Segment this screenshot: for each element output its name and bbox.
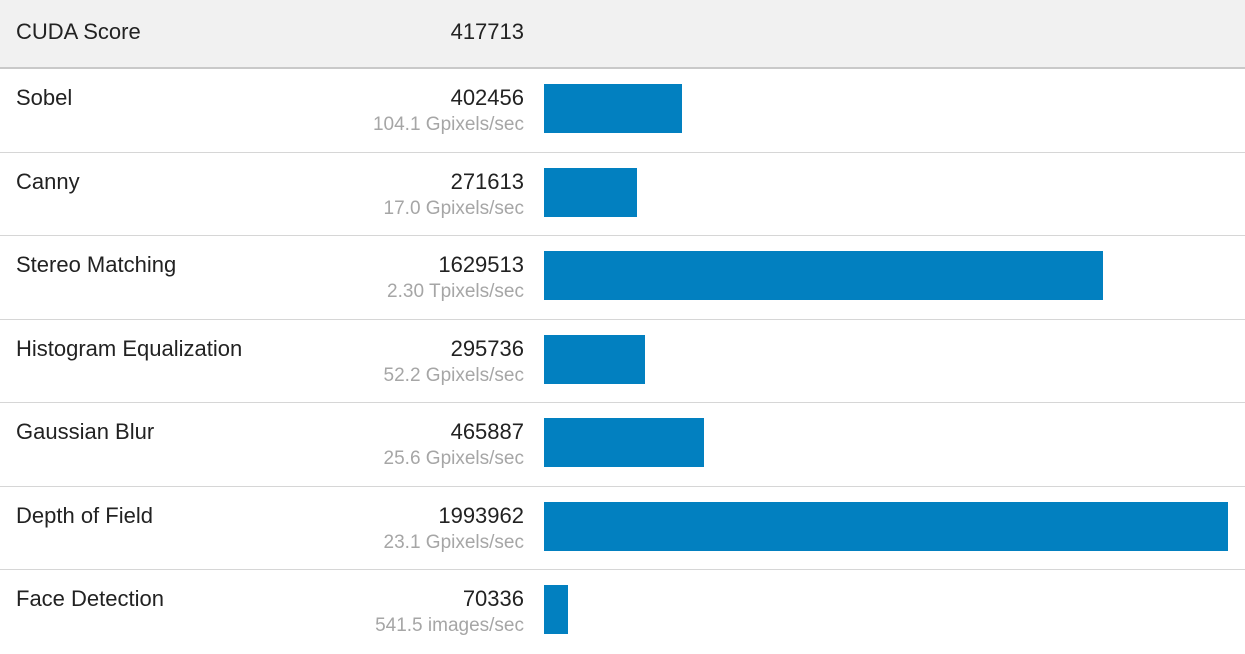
benchmark-row-stereo-matching: Stereo Matching 1629513 2.30 Tpixels/sec xyxy=(0,236,1245,320)
cuda-score-label: CUDA Score xyxy=(16,19,141,44)
score-value: 295736 xyxy=(450,335,524,361)
bar-histogram-equalization xyxy=(544,334,645,384)
score-value: 70336 xyxy=(462,586,524,611)
throughput-rate: 25.6 Gpixels/sec xyxy=(383,448,524,469)
category-label: Sobel xyxy=(16,85,73,110)
score-value: 1629513 xyxy=(438,252,524,277)
benchmark-row-depth-of-field: Depth of Field 1993962 23.1 Gpixels/sec xyxy=(0,487,1245,570)
throughput-rate: 17.0 Gpixels/sec xyxy=(383,197,524,219)
category-label: Histogram Equalization xyxy=(16,335,243,361)
throughput-rate: 541.5 images/sec xyxy=(375,615,524,636)
benchmark-rows: Sobel 402456 104.1 Gpixels/sec Canny 271613 1… xyxy=(0,69,1245,654)
score-value: 465887 xyxy=(450,419,524,444)
throughput-rate: 23.1 Gpixels/sec xyxy=(383,531,524,553)
bar-stereo-matching xyxy=(544,251,1103,300)
bar-sobel xyxy=(544,84,682,133)
category-label: Face Detection xyxy=(16,586,164,611)
benchmark-row-sobel: Sobel 402456 104.1 Gpixels/sec xyxy=(0,69,1245,153)
bar-gaussian-blur xyxy=(544,418,704,467)
throughput-rate: 104.1 Gpixels/sec xyxy=(372,114,524,135)
benchmark-row-canny: Canny 271613 17.0 Gpixels/sec xyxy=(0,153,1245,236)
throughput-rate: 2.30 Tpixels/sec xyxy=(387,281,524,302)
bar-depth-of-field xyxy=(544,501,1228,551)
benchmark-row-histogram-equalization: Histogram Equalization 295736 52.2 Gpixels… xyxy=(0,320,1245,403)
score-value: 402456 xyxy=(450,85,524,110)
cuda-score-value: 417713 xyxy=(450,19,524,44)
throughput-rate: 52.2 Gpixels/sec xyxy=(383,364,524,386)
benchmark-row-gaussian-blur: Gaussian Blur 465887 25.6 Gpixels/sec xyxy=(0,403,1245,487)
score-value: 271613 xyxy=(450,168,524,194)
category-label: Canny xyxy=(16,168,80,194)
category-label: Stereo Matching xyxy=(16,252,177,277)
benchmark-row-face-detection: Face Detection 70336 541.5 images/sec xyxy=(0,570,1245,654)
category-label: Gaussian Blur xyxy=(16,419,155,444)
cuda-score-header: CUDA Score 417713 xyxy=(0,0,1245,69)
category-label: Depth of Field xyxy=(16,502,153,528)
score-value: 1993962 xyxy=(438,502,524,528)
bar-face-detection xyxy=(544,585,568,634)
bar-canny xyxy=(544,167,637,217)
